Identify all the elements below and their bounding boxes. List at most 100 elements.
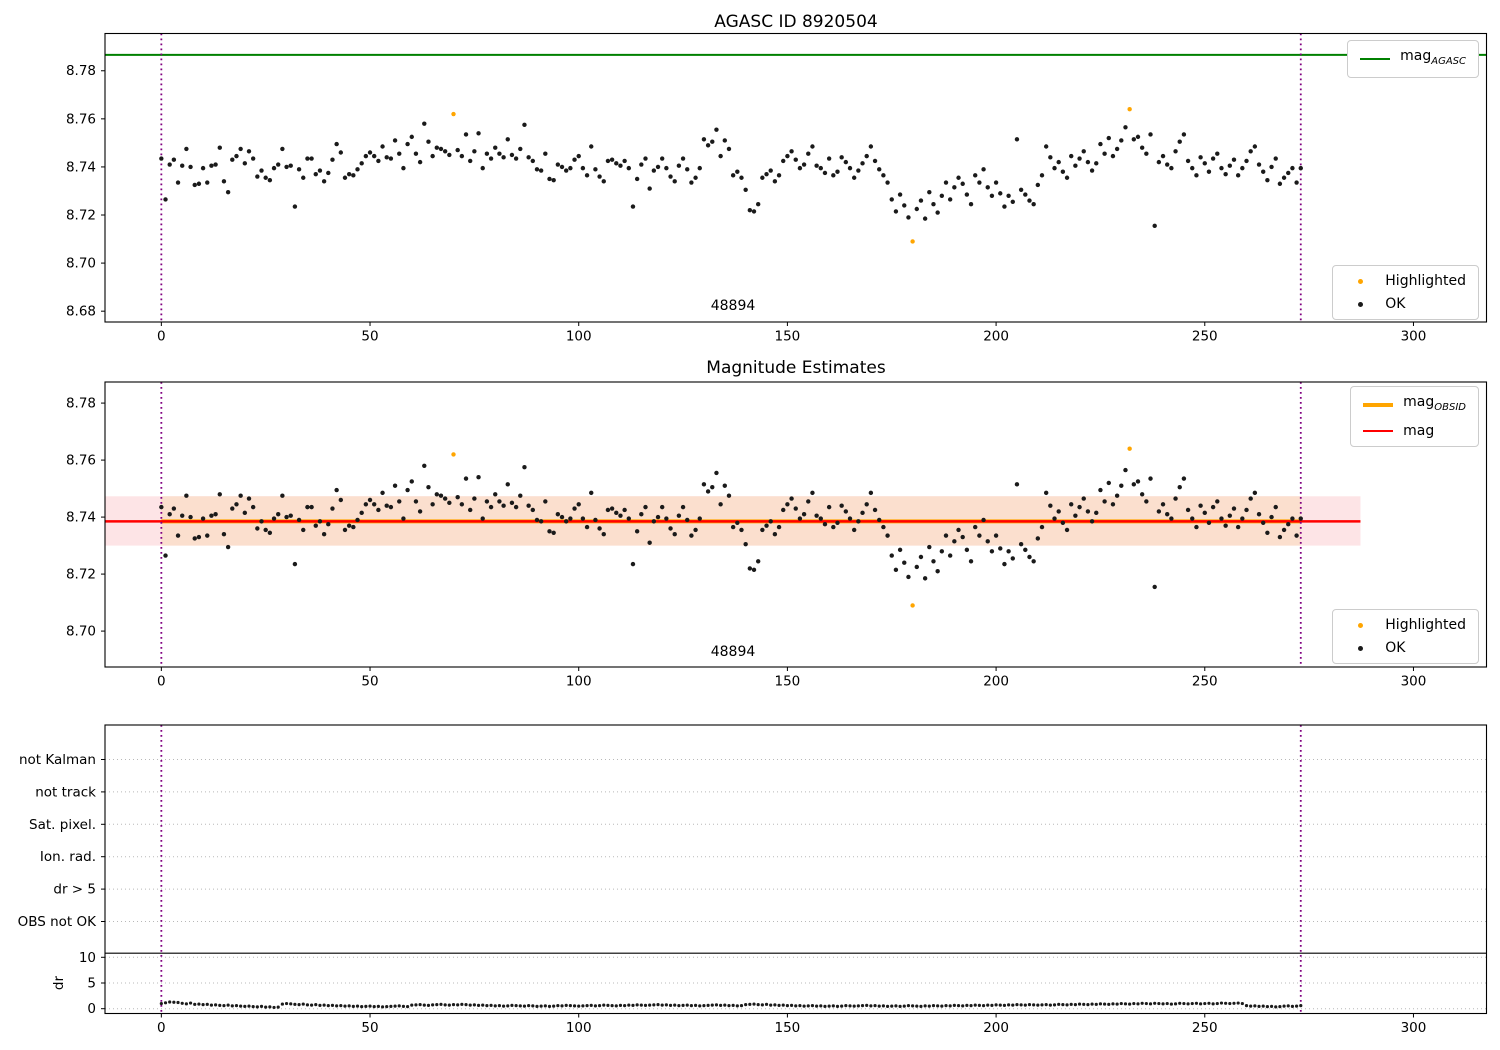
ok-data-point — [221, 179, 227, 184]
ok-data-point — [593, 167, 598, 172]
dr-data-point — [314, 1002, 318, 1007]
top-panel: 0 50 100 150 200 250 300 8.68 8.70 8.72 8.74 8.76 8.… — [66, 32, 1488, 345]
ok-data-point — [956, 175, 961, 180]
dr-data-point — [510, 1003, 514, 1007]
ok-data-point — [1006, 193, 1011, 198]
dr-data-point — [1249, 1004, 1253, 1008]
black-dot-icon — [1345, 645, 1375, 651]
dr-data-point — [193, 1002, 197, 1006]
ok-data-point — [1119, 483, 1124, 488]
ok-data-point — [947, 553, 953, 558]
x-tick-label: 150 — [775, 1020, 801, 1036]
ok-data-point — [743, 541, 748, 547]
flag-label: dr > 5 — [53, 882, 96, 898]
dr-data-point — [627, 1003, 631, 1007]
ok-data-point — [868, 144, 874, 149]
ok-data-point — [263, 527, 268, 533]
ok-data-point — [659, 156, 665, 161]
ok-data-point — [1060, 169, 1066, 174]
ok-data-point — [334, 487, 339, 493]
dr-data-point — [785, 1004, 790, 1008]
ok-data-point — [376, 507, 381, 513]
dr-data-point — [272, 1005, 276, 1010]
dr-data-point — [931, 1004, 936, 1008]
ok-data-point — [509, 500, 515, 506]
ok-data-point — [534, 517, 540, 523]
dr-data-point — [681, 1003, 685, 1007]
ok-data-point — [810, 490, 815, 496]
ok-data-point — [1102, 499, 1107, 504]
dr-data-point — [844, 1004, 848, 1008]
dr-data-point — [865, 1003, 869, 1007]
dr-data-point — [781, 1003, 785, 1007]
dr-data-point — [1274, 1005, 1278, 1009]
ok-data-point — [1027, 198, 1032, 203]
legend-row-highlighted: Highlighted — [1345, 273, 1466, 289]
ok-data-point — [1081, 149, 1086, 154]
ok-data-point — [622, 158, 627, 164]
ok-data-point — [668, 174, 673, 179]
ok-data-point — [1165, 512, 1170, 517]
ok-data-point — [422, 121, 427, 126]
ok-data-point — [764, 171, 769, 177]
ok-data-point — [701, 137, 707, 142]
dr-data-point — [602, 1003, 606, 1007]
dr-data-point — [1286, 1004, 1290, 1008]
ok-data-point — [1290, 516, 1295, 521]
dr-data-point — [994, 1003, 998, 1007]
highlighted-data-point — [1127, 107, 1132, 112]
dr-data-point — [610, 1004, 614, 1008]
x-tick-label: 300 — [1401, 674, 1427, 690]
ok-data-point — [1256, 512, 1262, 517]
flag-label: Ion. rad. — [40, 849, 96, 865]
y-tick-label: 8.78 — [66, 63, 96, 79]
ok-data-point — [388, 504, 394, 510]
dr-data-point — [1086, 1002, 1090, 1007]
ok-data-point — [655, 164, 661, 170]
ok-data-point — [342, 527, 348, 533]
ok-data-point — [689, 180, 694, 185]
ok-data-point — [776, 173, 782, 178]
ok-data-point — [522, 465, 527, 470]
ok-data-point — [547, 176, 552, 182]
ok-data-point — [651, 519, 657, 524]
ok-data-point — [964, 547, 970, 553]
ok-data-point — [906, 215, 911, 220]
dr-data-point — [898, 1004, 902, 1008]
dr-data-point — [1161, 1002, 1165, 1006]
ok-data-point — [922, 576, 928, 581]
ok-data-point — [1018, 541, 1024, 547]
dr-data-point — [927, 1004, 931, 1008]
ok-data-point — [1098, 487, 1103, 493]
ok-data-point — [230, 506, 235, 511]
dr-data-point — [668, 1003, 673, 1007]
ok-data-point — [693, 527, 698, 533]
dr-data-point — [414, 1003, 418, 1007]
dr-data-point — [163, 1001, 168, 1005]
flags-panel: not Kalman not track Sat. pixel. Ion. rad. d… — [18, 724, 1488, 1036]
ok-data-point — [543, 151, 548, 156]
dr-data-point — [214, 1003, 218, 1007]
dr-data-point — [1069, 1002, 1073, 1006]
dr-data-point — [435, 1002, 439, 1007]
ok-data-point — [806, 499, 811, 504]
ok-data-point — [914, 206, 919, 212]
ok-data-point — [776, 524, 782, 530]
ok-data-point — [363, 502, 369, 507]
ok-data-point — [1261, 169, 1266, 174]
ok-data-point — [242, 510, 248, 516]
dr-data-point — [205, 1002, 209, 1006]
ok-data-point — [931, 559, 936, 564]
dr-data-point — [1224, 1001, 1228, 1005]
ok-data-point — [747, 566, 753, 571]
ok-data-point — [1269, 514, 1274, 520]
dr-data-point — [735, 1004, 739, 1008]
dr-data-point — [1215, 1001, 1219, 1006]
dr-data-point — [1173, 1002, 1178, 1006]
dr-data-point — [856, 1004, 860, 1008]
ok-data-point — [1252, 144, 1258, 149]
ok-data-point — [1056, 509, 1061, 514]
ok-data-point — [576, 502, 581, 507]
dr-data-point — [689, 1004, 694, 1008]
dr-data-point — [209, 1003, 214, 1007]
